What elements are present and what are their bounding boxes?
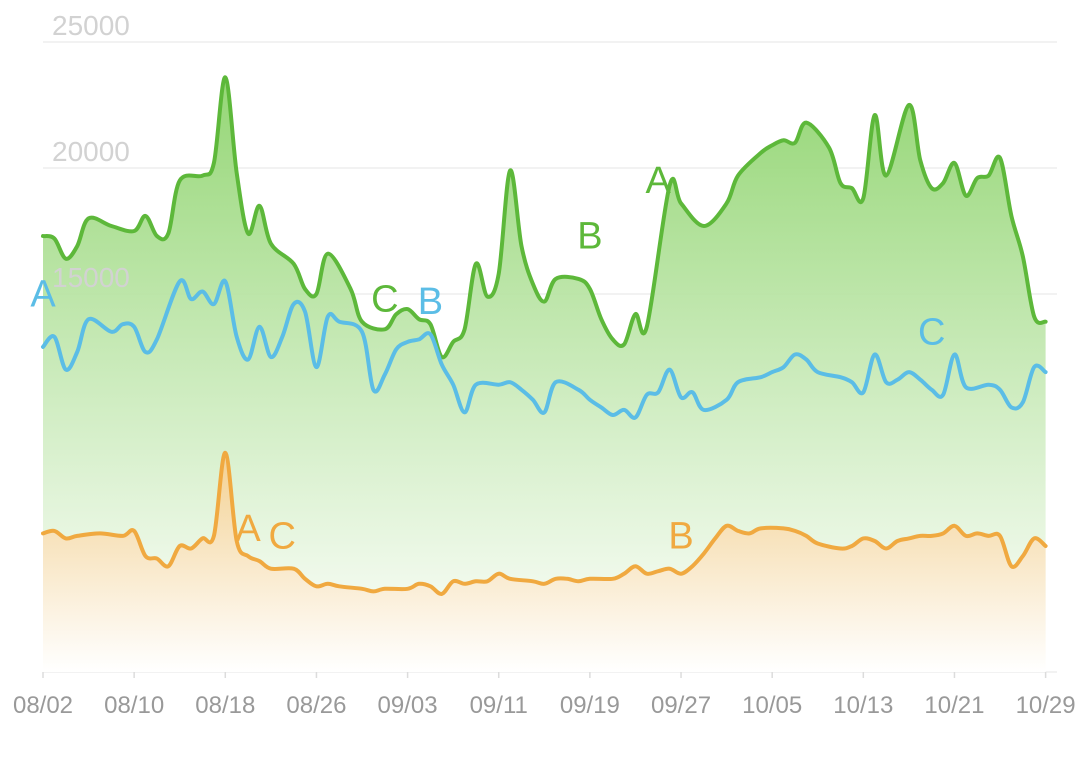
y-tick-label: 25000 [52,10,130,41]
annotation-label: C [918,311,945,353]
area-fills [43,77,1046,673]
x-axis: 08/02 08/10 08/18 08/26 09/03 09/11 09/19 09/27… [13,672,1076,719]
x-tick-label: 08/18 [195,692,255,719]
series-1-line [41,278,1048,420]
x-tick-label: 09/27 [651,692,711,719]
x-tick-label: 10/13 [833,692,893,719]
annotation-label: C [269,516,296,558]
y-tick-label: 15000 [52,262,130,293]
series-2-area [43,452,1046,672]
series-2-line [41,450,1048,596]
annotation-label: A [30,274,56,316]
x-tick-label: 09/11 [470,692,528,719]
series-0-line [41,75,1048,360]
x-tick-label: 10/05 [742,692,802,719]
annotation-label: B [418,281,443,323]
y-tick-label: 20000 [52,136,130,167]
x-tick-label: 08/10 [104,692,164,719]
series-0-area [43,77,1046,673]
annotation-label: B [668,516,693,558]
annotation-label: C [371,279,398,321]
series-lines [41,75,1048,596]
x-tick-label: 08/02 [13,692,73,719]
annotation-label: B [577,216,602,258]
x-tick-label: 09/03 [378,692,438,719]
y-axis: 15000 20000 25000 [52,10,130,293]
x-tick-label: 10/29 [1016,692,1076,719]
x-tick-label: 10/21 [924,692,984,719]
x-tick-label: 09/19 [560,692,620,719]
x-tick-label: 08/26 [286,692,346,719]
annotation-label: A [235,508,261,550]
annotation-label: A [646,160,672,202]
